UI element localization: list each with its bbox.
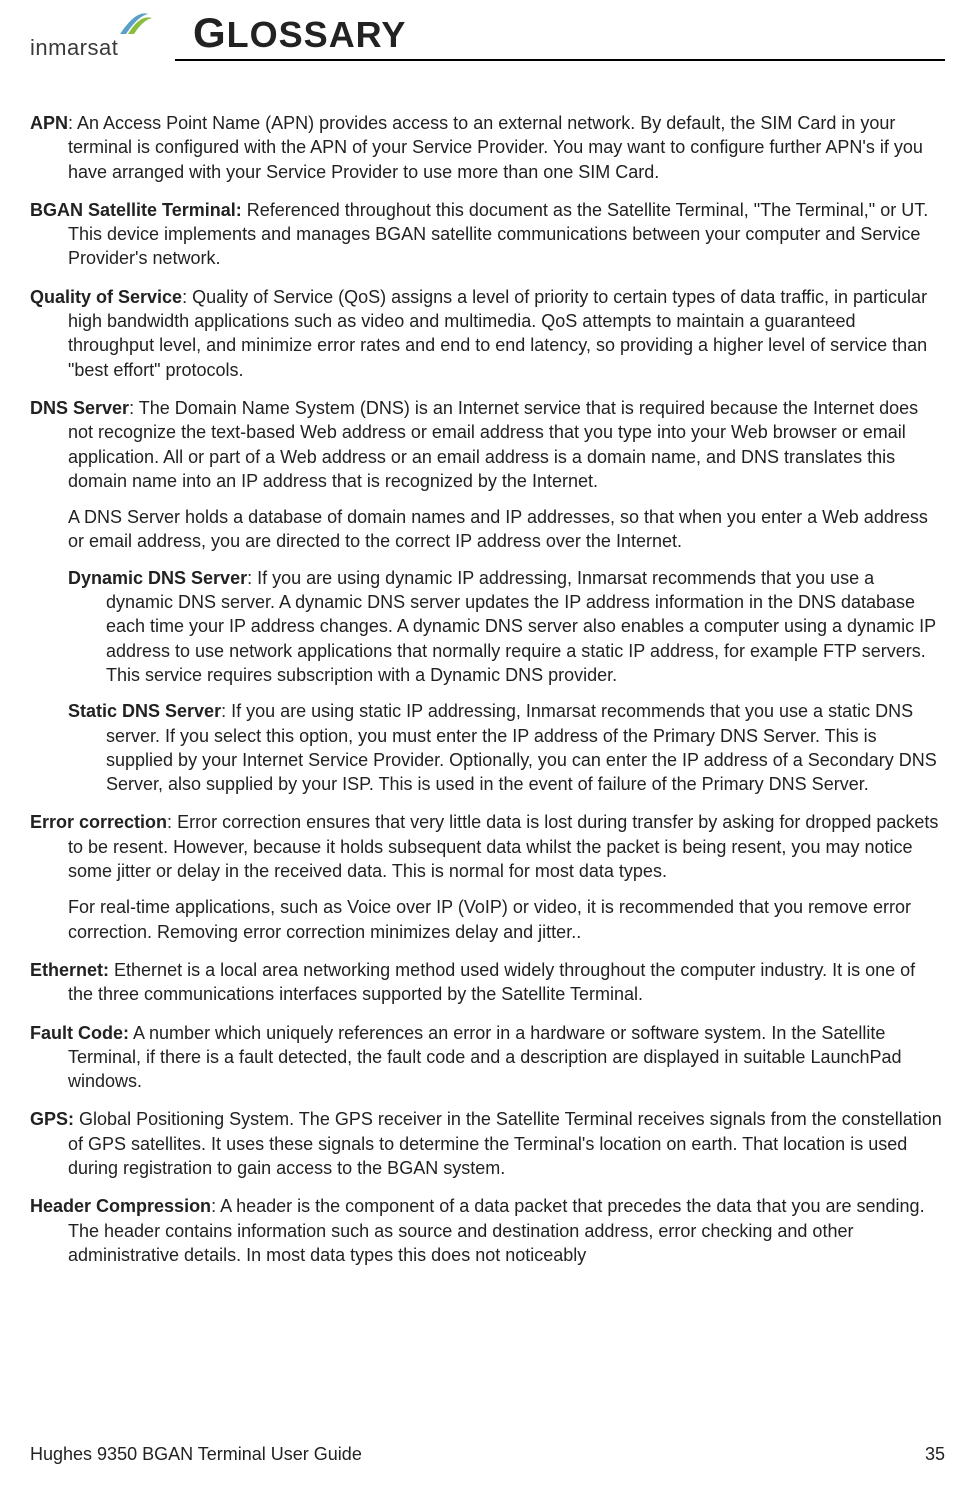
footer-doc-title: Hughes 9350 BGAN Terminal User Guide xyxy=(30,1444,362,1465)
entry-definition: Ethernet is a local area networking meth… xyxy=(68,960,915,1004)
glossary-entry: Quality of Service: Quality of Service (… xyxy=(30,285,945,382)
section-title: GLOSSARY xyxy=(193,14,406,55)
entry-body: Fault Code: A number which uniquely refe… xyxy=(30,1021,945,1094)
entry-term: Ethernet: xyxy=(30,960,109,980)
glossary-content: APN: An Access Point Name (APN) provides… xyxy=(30,111,945,1267)
entry-extra-paragraph: A DNS Server holds a database of domain … xyxy=(30,505,945,554)
glossary-sub-entry: Dynamic DNS Server: If you are using dyn… xyxy=(30,566,945,687)
entry-definition: An Access Point Name (APN) provides acce… xyxy=(68,113,923,182)
glossary-entry: Fault Code: A number which uniquely refe… xyxy=(30,1021,945,1094)
entry-term: BGAN Satellite Terminal: xyxy=(30,200,242,220)
entry-body: Header Compression: A header is the comp… xyxy=(30,1194,945,1267)
footer-page-number: 35 xyxy=(925,1444,945,1465)
entry-definition: A number which uniquely references an er… xyxy=(68,1023,902,1092)
section-title-block: GLOSSARY xyxy=(175,9,945,61)
entry-body: GPS: Global Positioning System. The GPS … xyxy=(30,1107,945,1180)
entry-body: BGAN Satellite Terminal: Referenced thro… xyxy=(30,198,945,271)
entry-body: Error correction: Error correction ensur… xyxy=(30,810,945,883)
entry-definition: Error correction ensures that very littl… xyxy=(68,812,938,881)
entry-term: APN xyxy=(30,113,68,133)
entry-term: Error correction xyxy=(30,812,167,832)
glossary-entry: DNS Server: The Domain Name System (DNS)… xyxy=(30,396,945,796)
logo-swoosh-icon xyxy=(118,8,158,41)
glossary-entry: APN: An Access Point Name (APN) provides… xyxy=(30,111,945,184)
entry-body: Quality of Service: Quality of Service (… xyxy=(30,285,945,382)
entry-body: Ethernet: Ethernet is a local area netwo… xyxy=(30,958,945,1007)
entry-definition: The Domain Name System (DNS) is an Inter… xyxy=(68,398,918,491)
entry-term: Quality of Service xyxy=(30,287,182,307)
glossary-sub-entry: Static DNS Server: If you are using stat… xyxy=(30,699,945,796)
glossary-entry: Error correction: Error correction ensur… xyxy=(30,810,945,943)
page-footer: Hughes 9350 BGAN Terminal User Guide 35 xyxy=(30,1444,945,1465)
brand-logo: inmarsat xyxy=(30,8,175,61)
entry-definition: Quality of Service (QoS) assigns a level… xyxy=(68,287,927,380)
entry-term: GPS: xyxy=(30,1109,74,1129)
sub-entry-term: Dynamic DNS Server xyxy=(68,568,247,588)
sub-entry-term: Static DNS Server xyxy=(68,701,221,721)
entry-term: Fault Code: xyxy=(30,1023,129,1043)
page: inmarsat GLOSSARY APN: An Access Point N… xyxy=(0,0,975,1490)
sub-entry-definition: If you are using static IP addressing, I… xyxy=(106,701,937,794)
entry-extra-paragraph: For real-time applications, such as Voic… xyxy=(30,895,945,944)
glossary-entry: GPS: Global Positioning System. The GPS … xyxy=(30,1107,945,1180)
entry-body: APN: An Access Point Name (APN) provides… xyxy=(30,111,945,184)
entry-body: DNS Server: The Domain Name System (DNS)… xyxy=(30,396,945,493)
glossary-entry: BGAN Satellite Terminal: Referenced thro… xyxy=(30,198,945,271)
glossary-entry: Header Compression: A header is the comp… xyxy=(30,1194,945,1267)
entry-term: Header Compression xyxy=(30,1196,211,1216)
entry-term: DNS Server xyxy=(30,398,129,418)
entry-definition: Global Positioning System. The GPS recei… xyxy=(68,1109,942,1178)
glossary-entry: Ethernet: Ethernet is a local area netwo… xyxy=(30,958,945,1007)
brand-name: inmarsat xyxy=(30,35,118,61)
page-header: inmarsat GLOSSARY xyxy=(30,0,945,61)
